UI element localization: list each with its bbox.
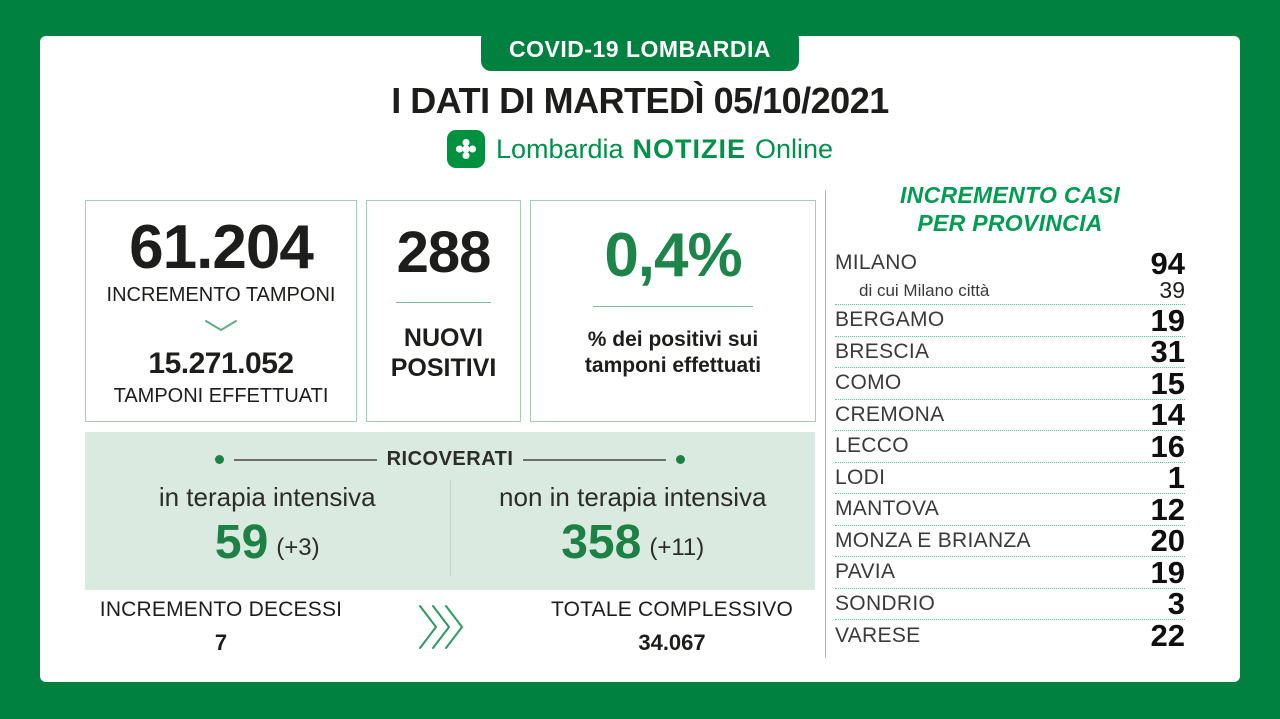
ricoverati-title: RICOVERATI [386, 448, 514, 470]
logo-lombardia-label: Lombardia [495, 133, 624, 164]
province-name: PAVIA [835, 560, 896, 584]
ricoverati-section: RICOVERATI in terapia intensiva 59 (+3) … [85, 432, 815, 590]
page-title: I DATI DI MARTEDÌ 05/10/2021 [391, 80, 889, 121]
milano-citta-subrow: di cui Milano città 39 [835, 277, 1185, 304]
triple-chevron-right-icon [357, 598, 529, 656]
chevron-down-icon [204, 319, 238, 337]
province-value: 22 [1150, 618, 1185, 654]
totale-complessivo-block: TOTALE COMPLESSIVO 34.067 [529, 598, 815, 656]
percentuale-value: 0,4% [604, 221, 742, 290]
table-row: CREMONA 14 [835, 397, 1185, 433]
province-value: 19 [1150, 302, 1185, 338]
table-row: PAVIA 19 [835, 557, 1185, 589]
logo-online-label: Online [755, 133, 834, 164]
subrow-name: di cui Milano città [859, 280, 990, 300]
percentuale-label-line1: % dei positivi sui [587, 328, 759, 352]
non-terapia-intensiva-delta: (+11) [649, 534, 705, 561]
incremento-decessi-block: INCREMENTO DECESSI 7 [85, 598, 357, 656]
province-name: VARESE [835, 623, 921, 647]
province-value: 94 [1150, 245, 1185, 281]
bullet-dot-icon [215, 455, 224, 464]
province-value: 31 [1150, 334, 1185, 370]
totals-row: INCREMENTO DECESSI 7 TOTALE COMPLESSIVO … [85, 598, 815, 656]
province-name: MONZA E BRIANZA [835, 528, 1031, 552]
tamponi-effettuati-value: 15.271.052 [148, 347, 294, 381]
province-value: 12 [1150, 491, 1185, 527]
non-terapia-intensiva-value: 358 [561, 516, 642, 569]
totale-complessivo-label: TOTALE COMPLESSIVO [550, 598, 794, 621]
incremento-tamponi-value: 61.204 [129, 213, 314, 282]
province-value: 15 [1150, 365, 1185, 401]
ricoverati-header: RICOVERATI [215, 448, 686, 471]
nuovi-positivi-value: 288 [396, 220, 492, 285]
content-panel: COVID-19 LOMBARDIA I DATI DI MARTEDÌ 05/… [40, 29, 1240, 682]
header-line [234, 458, 377, 461]
box-divider [593, 306, 753, 308]
table-row: BERGAMO 19 [835, 305, 1185, 337]
non-terapia-intensiva-value-row: 358 (+11) [561, 519, 704, 567]
incremento-tamponi-label: INCREMENTO TAMPONI [106, 284, 336, 307]
totale-complessivo-value: 34.067 [638, 630, 706, 655]
box-divider [396, 301, 491, 303]
nuovi-positivi-label: NUOVI POSITIVI [390, 323, 497, 383]
percentuale-label-line2: tamponi effettuati [584, 353, 762, 377]
province-title-line1: INCREMENTO CASI [899, 182, 1121, 208]
province-value: 16 [1150, 428, 1185, 464]
table-row: LECCO 16 [835, 431, 1185, 463]
percentuale-label: % dei positivi sui tamponi effettuati [585, 327, 761, 378]
province-title-line2: PER PROVINCIA [917, 209, 1103, 236]
province-name: LECCO [835, 434, 909, 458]
stat-box-tamponi: 61.204 INCREMENTO TAMPONI 15.271.052 TAM… [85, 200, 357, 422]
vertical-divider [825, 190, 826, 658]
milano-row: MILANO 94 [835, 247, 1185, 279]
incremento-decessi-label: INCREMENTO DECESSI [99, 598, 343, 621]
terapia-intensiva-label: in terapia intensiva [158, 482, 376, 512]
incremento-decessi-value: 7 [214, 630, 228, 655]
province-name: BERGAMO [835, 308, 945, 332]
ricoverati-divider [449, 480, 451, 576]
province-value: 3 [1167, 586, 1185, 622]
header-line [523, 458, 667, 461]
terapia-intensiva-value-row: 59 (+3) [215, 519, 320, 567]
table-row: MONZA E BRIANZA 20 [835, 523, 1185, 559]
table-row: MILANO 94 di cui Milano città 39 [835, 247, 1185, 306]
lombardia-notizie-logo: Lombardia NOTIZIE Online [40, 130, 1240, 168]
province-name: CREMONA [835, 402, 945, 426]
non-terapia-intensiva-block: non in terapia intensiva 358 (+11) [451, 476, 816, 590]
terapia-intensiva-value: 59 [214, 516, 269, 569]
province-name: MANTOVA [835, 497, 940, 521]
province-name: COMO [835, 371, 902, 395]
province-value: 19 [1150, 554, 1185, 590]
tamponi-effettuati-label: TAMPONI EFFETTUATI [113, 385, 329, 408]
province-table: MILANO 94 di cui Milano città 39 BERGAMO… [835, 247, 1185, 652]
terapia-intensiva-delta: (+3) [276, 534, 320, 561]
province-name: SONDRIO [835, 591, 936, 615]
table-row: VARESE 22 [835, 620, 1185, 652]
province-value: 20 [1150, 523, 1185, 559]
province-name: LODI [835, 465, 886, 489]
stat-box-nuovi-positivi: 288 NUOVI POSITIVI [366, 200, 521, 422]
stat-box-percentuale: 0,4% % dei positivi sui tamponi effettua… [530, 200, 816, 422]
province-title: INCREMENTO CASI PER PROVINCIA [835, 182, 1185, 237]
table-row: COMO 15 [835, 368, 1185, 400]
ricoverati-columns: in terapia intensiva 59 (+3) non in tera… [85, 476, 815, 590]
subrow-value: 39 [1159, 277, 1185, 304]
table-row: LODI 1 [835, 460, 1185, 496]
table-row: SONDRIO 3 [835, 586, 1185, 622]
logo-notizie-label: NOTIZIE [632, 133, 747, 164]
table-row: BRESCIA 31 [835, 334, 1185, 370]
terapia-intensiva-block: in terapia intensiva 59 (+3) [85, 476, 450, 590]
province-name: MILANO [835, 251, 918, 275]
rosa-camuna-icon [446, 130, 485, 168]
logo-text: Lombardia NOTIZIE Online [496, 134, 833, 165]
covid-lombardia-badge: COVID-19 LOMBARDIA [480, 29, 800, 71]
province-name: BRESCIA [835, 339, 930, 363]
non-terapia-intensiva-label: non in terapia intensiva [499, 482, 767, 512]
province-value: 14 [1150, 397, 1185, 433]
table-row: MANTOVA 12 [835, 494, 1185, 526]
province-value: 1 [1167, 460, 1185, 496]
bullet-dot-icon [676, 455, 686, 464]
province-panel: INCREMENTO CASI PER PROVINCIA MILANO 94 … [835, 182, 1185, 652]
